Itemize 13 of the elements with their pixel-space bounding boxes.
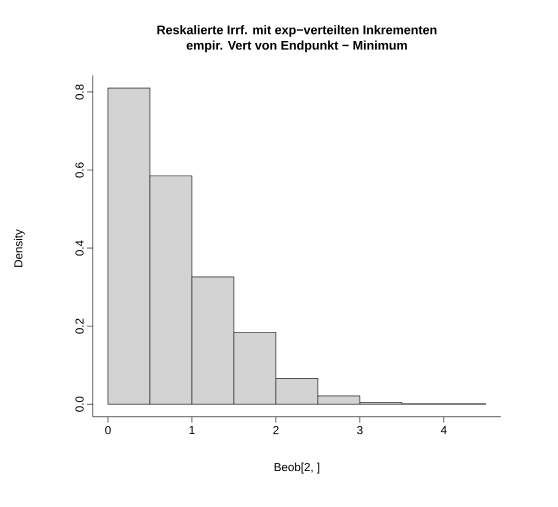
x-axis-title: Beob[2, ]: [274, 462, 320, 474]
y-axis-title: Density: [14, 229, 25, 267]
x-tick-label: 1: [190, 426, 195, 434]
x-tick-label: 4: [440, 426, 447, 434]
y-tick-label: 0.8: [75, 84, 84, 100]
x-tick-label: 2: [273, 426, 279, 434]
y-tick-label: 0.0: [75, 396, 84, 412]
chart-title: Reskalierte Irrf. mit exp−verteilten Inkrementen empir. Vert von Endpunkt − Minimum: [157, 25, 436, 52]
y-tick-label: 0.4: [75, 240, 84, 256]
x-tick-label: 0: [105, 426, 111, 434]
y-tick-label: 0.6: [75, 162, 84, 178]
x-tick-label: 3: [357, 426, 363, 434]
y-tick-label: 0.2: [75, 318, 84, 334]
